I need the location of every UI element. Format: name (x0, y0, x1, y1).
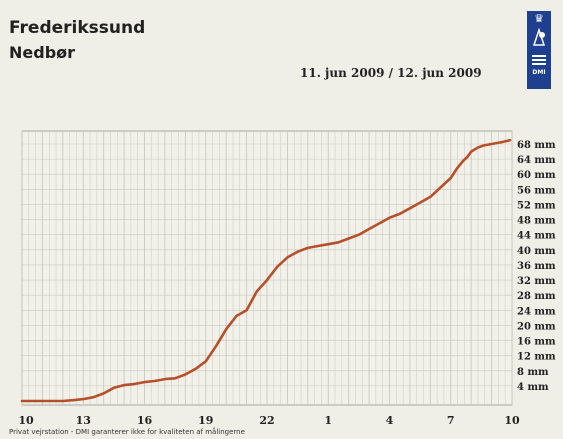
x-tick-labels: 10 13 16 19 22 1 4 7 10 (18, 414, 520, 427)
y-tick-label: 68 mm (517, 140, 556, 151)
chart-lines (20, 138, 512, 403)
x-tick-label: 4 (386, 414, 394, 427)
x-tick-label: 10 (18, 414, 34, 427)
y-tick-label: 24 mm (517, 306, 556, 317)
x-tick-label: 10 (504, 414, 520, 427)
weather-emblem-icon (532, 27, 546, 46)
y-tick-label: 12 mm (517, 352, 556, 363)
y-tick-label: 40 mm (517, 246, 556, 257)
footnote: Privat vejrstation - DMI garanterer ikke… (9, 428, 245, 436)
y-tick-label: 36 mm (517, 261, 556, 272)
x-tick-label: 1 (324, 414, 332, 427)
logo-text: DMI (532, 69, 546, 76)
x-tick-label: 22 (259, 414, 274, 427)
x-tick-label: 13 (76, 414, 91, 427)
y-tick-label: 4 mm (517, 382, 549, 393)
y-tick-label: 52 mm (517, 200, 556, 211)
y-tick-labels: 4 mm 8 mm 12 mm 16 mm 20 mm 24 mm 28 mm 32 mm 36… (517, 140, 556, 393)
y-tick-label: 60 mm (517, 170, 556, 181)
chart-subtitle: Nedbør (9, 43, 76, 62)
station-title: Frederikssund (9, 18, 146, 38)
y-tick-label: 8 mm (517, 367, 549, 378)
x-tick-label: 7 (447, 414, 455, 427)
dmi-logo: ♛ DMI (527, 11, 551, 89)
y-tick-label: 48 mm (517, 216, 556, 227)
logo-stripes (532, 55, 546, 67)
x-tick-label: 19 (198, 414, 213, 427)
y-tick-label: 20 mm (517, 321, 556, 332)
precipitation-series-line (20, 138, 512, 403)
y-tick-label: 16 mm (517, 337, 556, 348)
chart-grid (21, 130, 513, 406)
date-range: 11. jun 2009 / 12. jun 2009 (300, 66, 482, 80)
y-tick-label: 44 mm (517, 231, 556, 242)
y-tick-label: 28 mm (517, 291, 556, 302)
crown-icon: ♛ (534, 12, 544, 25)
y-tick-label: 56 mm (517, 185, 556, 196)
y-tick-label: 64 mm (517, 155, 556, 166)
x-tick-label: 16 (137, 414, 153, 427)
y-tick-label: 32 mm (517, 276, 556, 287)
